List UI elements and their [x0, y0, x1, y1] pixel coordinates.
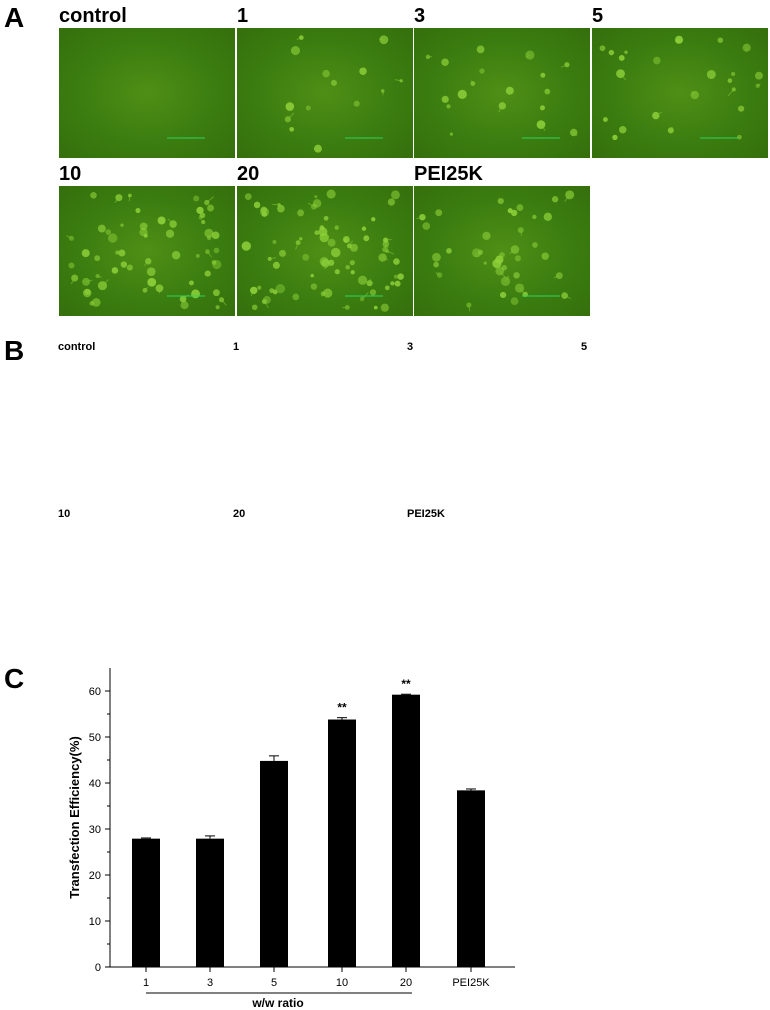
x-axis-title: w/w ratio: [251, 996, 303, 1010]
bar: [392, 694, 420, 967]
micrograph-image: [59, 186, 235, 316]
micrograph-label: 3: [414, 5, 426, 27]
x-tick-label: PEI25K: [452, 977, 490, 989]
histogram-label: 20: [233, 508, 246, 520]
y-tick-label: 0: [95, 962, 101, 974]
micrograph-image: [237, 186, 413, 316]
micrograph-image: [59, 28, 235, 158]
y-axis-title: Transfection Efficiency(%): [67, 736, 82, 899]
bar: [132, 838, 160, 967]
bar: [196, 838, 224, 967]
x-tick-label: 20: [400, 977, 412, 989]
micrograph-label: 1: [237, 5, 249, 27]
y-tick-label: 30: [89, 824, 101, 836]
panel-b-letter: B: [4, 335, 25, 366]
panel-c-letter: C: [4, 663, 25, 694]
error-bar: [141, 837, 151, 839]
error-bar: [269, 755, 279, 761]
bar: [260, 760, 288, 967]
micrograph-image: [237, 28, 413, 158]
x-tick-label: 10: [336, 977, 348, 989]
x-tick-label: 5: [271, 977, 277, 989]
chart-axes: 0 10 20 30 40 50 60: [89, 668, 515, 974]
micrograph-image: [592, 28, 768, 158]
micrograph-image: [414, 28, 590, 158]
panel-a-letter: A: [4, 2, 25, 33]
bar: [328, 719, 356, 967]
x-tick-label: 3: [207, 977, 213, 989]
significance-marker: **: [337, 701, 347, 715]
histogram-label: 1: [233, 341, 240, 353]
error-bar: [466, 788, 476, 791]
micrograph-image: [414, 186, 590, 316]
histogram-label: PEI25K: [407, 508, 445, 520]
micrograph-label: control: [59, 5, 127, 27]
y-tick-label: 10: [89, 916, 101, 928]
micrograph-label: PEI25K: [414, 163, 483, 185]
histogram-label: 10: [58, 508, 71, 520]
x-tick-label: 1: [143, 977, 149, 989]
micrograph-label: 20: [237, 163, 260, 185]
histogram-label: 5: [581, 341, 588, 353]
micrograph-label: 10: [59, 163, 82, 185]
y-tick-label: 60: [89, 686, 101, 698]
histogram-label: control: [58, 341, 96, 353]
error-bar: [337, 717, 347, 720]
y-tick-label: 50: [89, 732, 101, 744]
y-tick-label: 20: [89, 870, 101, 882]
bar: [457, 790, 485, 967]
error-bar: [205, 835, 215, 839]
micrograph-label: 5: [592, 5, 604, 27]
y-tick-label: 40: [89, 778, 101, 790]
significance-marker: **: [401, 677, 411, 691]
histogram-label: 3: [407, 341, 414, 353]
